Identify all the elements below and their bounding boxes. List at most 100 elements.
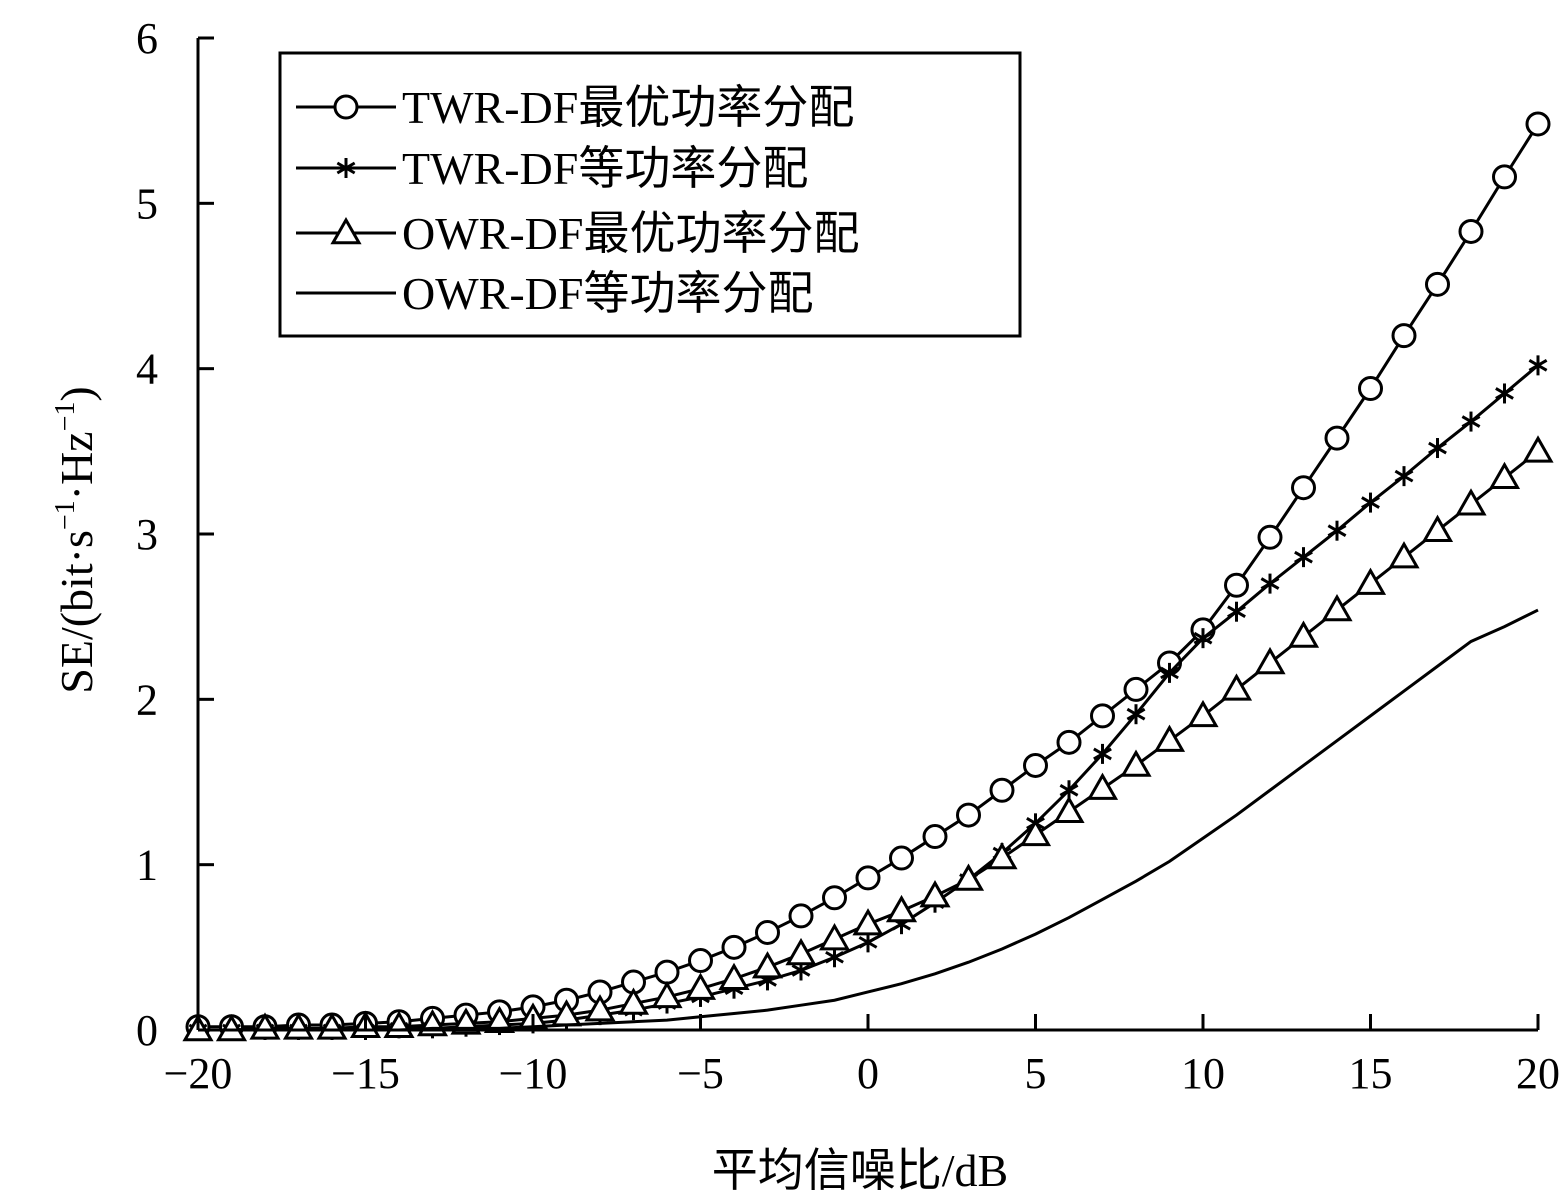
data-point-circle (1257, 524, 1283, 550)
y-tick-label: 4 (136, 345, 158, 394)
legend-item-4: OWR-DF等功率分配 (296, 268, 813, 319)
x-tick-label: 20 (1516, 1049, 1560, 1098)
star-stroke (1428, 441, 1447, 455)
data-point-triangle (684, 972, 717, 1000)
data-point-circle (1023, 752, 1048, 778)
data-point-star (825, 947, 844, 968)
data-point-star (1394, 466, 1414, 487)
legend-item-2: TWR-DF等功率分配 (296, 143, 808, 194)
data-point-triangle (215, 1013, 248, 1042)
legend-box (278, 51, 1022, 338)
data-point-triangle (1153, 724, 1186, 752)
star-stroke (1495, 387, 1514, 400)
star-stroke (1327, 524, 1347, 537)
data-point-star (1160, 662, 1179, 683)
y-axis-title-part: −1 (50, 402, 81, 432)
data-point-triangle (1187, 699, 1219, 728)
x-tick-label: −10 (499, 1049, 568, 1098)
plot-area (182, 111, 1554, 1042)
y-tick-label: 3 (136, 510, 158, 559)
data-point-star (1294, 547, 1313, 568)
data-point-circle (755, 919, 780, 945)
data-point-triangle (330, 216, 362, 245)
star-stroke (1227, 605, 1246, 619)
data-point-triangle (751, 951, 784, 979)
legend-label: TWR-DF等功率分配 (402, 143, 808, 194)
star-stroke (858, 936, 878, 949)
data-point-triangle (986, 842, 1018, 870)
y-axis-title-part: ) (51, 386, 102, 401)
data-point-circle (654, 959, 680, 985)
data-point-triangle (1488, 461, 1521, 490)
data-point-circle (989, 777, 1015, 803)
data-point-circle (1291, 475, 1316, 501)
data-point-star (1193, 628, 1213, 649)
data-point-triangle (852, 908, 884, 936)
star-stroke (1461, 415, 1481, 428)
y-axis-title-part: SE/(bit·s (51, 530, 102, 694)
data-point-star (336, 158, 356, 178)
data-point-circle (822, 885, 847, 911)
data-point-triangle (952, 863, 985, 891)
data-point-triangle (1321, 594, 1353, 622)
data-point-star (1227, 601, 1246, 622)
data-point-circle (1458, 218, 1484, 244)
data-point-triangle (617, 987, 650, 1015)
data-point-triangle (1421, 514, 1454, 542)
data-point-circle (1492, 164, 1517, 190)
series-3 (182, 435, 1554, 1042)
data-point-triangle (584, 994, 616, 1022)
data-point-circle (855, 865, 881, 891)
star-stroke (1059, 783, 1079, 797)
star-stroke (1394, 469, 1414, 483)
data-point-circle (1358, 376, 1383, 402)
data-point-circle (1525, 111, 1551, 137)
data-point-circle (1391, 323, 1417, 349)
series-line (198, 608, 1539, 1032)
series-2 (188, 355, 1548, 1040)
data-point-triangle (651, 980, 683, 1009)
series-4 (198, 608, 1539, 1032)
data-point-star (1528, 355, 1548, 376)
star-stroke (1361, 496, 1380, 509)
y-axis-title-part: ·Hz (51, 431, 102, 500)
y-tick-label: 6 (136, 14, 158, 63)
data-point-star (1260, 573, 1280, 594)
data-point-triangle (1220, 673, 1253, 701)
data-point-circle (1123, 676, 1149, 702)
data-point-triangle (785, 937, 817, 966)
data-point-circle (1056, 729, 1082, 755)
x-tick-label: 15 (1349, 1049, 1393, 1098)
data-point-triangle (1455, 488, 1487, 516)
data-point-triangle (249, 1012, 281, 1040)
data-point-star (1327, 520, 1347, 541)
data-point-star (1428, 438, 1447, 459)
star-stroke (1260, 577, 1280, 590)
legend-label: OWR-DF最优功率分配 (402, 208, 859, 259)
star-stroke (791, 964, 811, 977)
y-tick-label: 1 (136, 841, 158, 890)
data-point-circle (1224, 572, 1249, 598)
x-axis-title: 平均信噪比/dB (712, 1145, 1008, 1196)
legend-label: OWR-DF等功率分配 (402, 268, 813, 319)
data-point-triangle (885, 894, 918, 923)
data-point-triangle (718, 962, 750, 990)
star-stroke (336, 161, 356, 175)
star-stroke (1528, 359, 1548, 372)
data-point-star (1361, 492, 1380, 513)
legend-label: TWR-DF最优功率分配 (402, 82, 854, 133)
data-point-circle (721, 934, 747, 960)
data-point-star (1126, 704, 1146, 725)
data-point-circle (956, 802, 981, 828)
y-tick-label: 2 (136, 675, 158, 724)
legend-item-3: OWR-DF最优功率分配 (296, 208, 859, 259)
data-point-circle (788, 903, 814, 929)
legend-item-1: TWR-DF最优功率分配 (296, 82, 854, 133)
star-stroke (1126, 707, 1146, 721)
data-point-triangle (1120, 749, 1152, 777)
data-point-triangle (1354, 567, 1387, 595)
legend: TWR-DF最优功率分配 TWR-DF等功率分配 OWR-DF最优功率分配 OWR-D… (278, 51, 1022, 338)
data-point-star (1093, 743, 1112, 764)
data-point-triangle (1254, 646, 1286, 675)
